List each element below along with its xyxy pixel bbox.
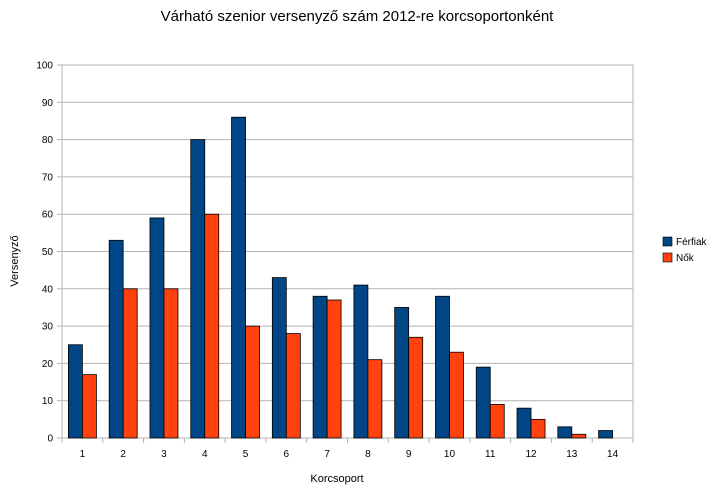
bar-ferfiak-9 [394,307,410,439]
bar-ferfiak-11 [475,366,491,439]
y-tick-label: 90 [42,98,54,109]
bar-nok-13 [571,433,587,439]
x-tick-label: 6 [284,449,290,460]
legend-swatch [662,252,673,263]
bar-nok-7 [326,299,342,439]
x-tick-label: 14 [607,449,619,460]
y-tick-label: 70 [42,172,54,183]
bar-ferfiak-14 [598,430,614,439]
bar-ferfiak-12 [516,407,532,439]
y-tick-label: 80 [42,135,54,146]
legend-label: Nők [676,253,695,264]
legend: Férfiak Nők [662,236,708,264]
bar-ferfiak-8 [353,284,369,439]
bar-nok-10 [449,351,464,439]
bar-nok-6 [285,333,301,439]
y-tick-label: 60 [42,210,54,221]
bar-nok-2 [122,288,138,439]
x-tick-label: 11 [485,449,496,460]
y-tick-label: 10 [42,396,54,407]
y-tick-label: 0 [47,434,53,445]
legend-label: Férfiak [676,237,708,248]
x-tick-label: 12 [525,449,537,460]
x-tick-label: 13 [566,449,578,460]
y-tick-label: 20 [42,359,54,370]
bar-nok-1 [81,374,97,439]
bar-ferfiak-7 [312,295,328,439]
bar-ferfiak-1 [67,344,83,439]
bar-nok-5 [245,325,260,439]
bar-nok-11 [489,404,505,439]
bar-ferfiak-4 [190,139,206,439]
x-tick-label: 4 [202,449,208,460]
bar-ferfiak-13 [557,426,573,439]
x-tick-label: 10 [444,449,456,460]
bar-nok-8 [367,359,383,439]
x-tick-label: 7 [324,449,330,460]
bar-ferfiak-10 [435,295,450,439]
y-tick-label: 30 [42,322,54,333]
bar-nok-3 [163,288,179,439]
y-tick-label: 40 [42,284,54,295]
bar-ferfiak-2 [108,239,124,439]
x-tick-label: 3 [161,449,167,460]
y-tick-label: 50 [42,247,54,258]
y-axis-label: Versenyző [9,235,21,286]
x-tick-label: 2 [120,449,126,460]
chart-title: Várható szenior versenyző szám 2012-re k… [161,8,555,25]
x-tick-label: 1 [80,449,86,460]
x-axis-label: Korcsoport [310,473,363,485]
bar-ferfiak-5 [231,116,246,439]
x-tick-label: 5 [243,449,249,460]
bar-nok-9 [408,336,424,439]
legend-swatch [662,236,673,247]
bar-nok-12 [530,418,546,439]
x-tick-label: 9 [406,449,412,460]
bar-nok-4 [204,213,220,439]
y-tick-label: 100 [36,61,53,72]
bar-ferfiak-6 [271,277,287,439]
bar-ferfiak-3 [149,217,165,439]
x-tick-label: 8 [365,449,371,460]
